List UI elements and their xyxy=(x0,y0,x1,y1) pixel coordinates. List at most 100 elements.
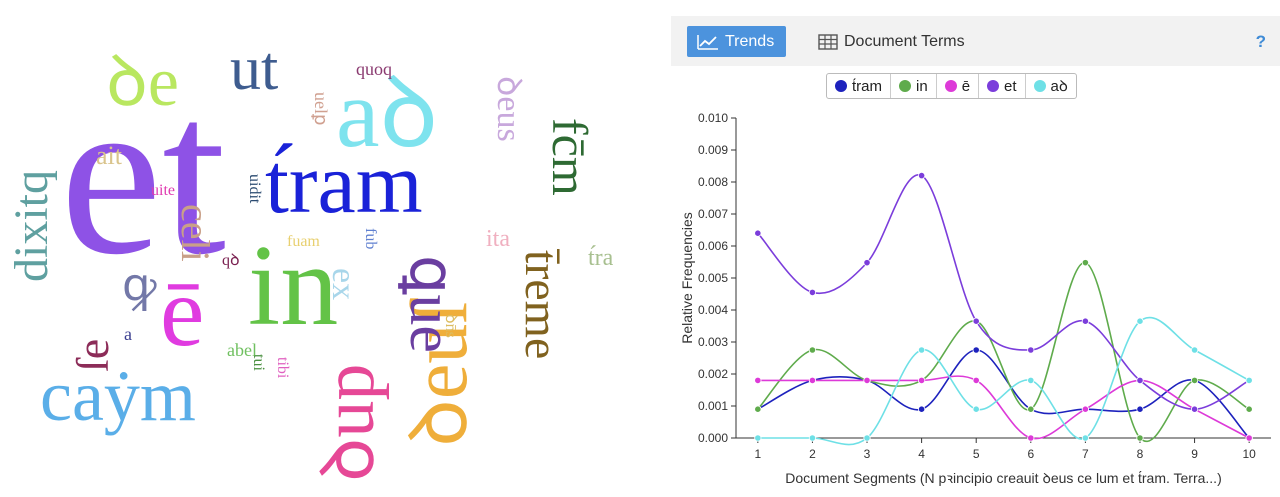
legend-label: aꝺ xyxy=(1050,78,1068,95)
x-tick-label: 3 xyxy=(864,447,871,461)
y-tick-label: 0.000 xyxy=(698,431,728,445)
y-tick-label: 0.006 xyxy=(698,239,728,253)
cloud-word[interactable]: ut xyxy=(230,35,279,103)
series-line xyxy=(757,349,1250,439)
data-point xyxy=(1136,376,1144,384)
line-chart-icon xyxy=(697,34,718,50)
data-point xyxy=(863,434,871,442)
cloud-word[interactable]: ait xyxy=(96,141,122,170)
cloud-word[interactable]: ita xyxy=(486,226,510,252)
data-point xyxy=(754,229,762,237)
cloud-word[interactable]: abel xyxy=(227,340,257,360)
data-point xyxy=(918,405,926,413)
tab-document-terms[interactable]: Document Terms xyxy=(818,26,965,57)
data-point xyxy=(1136,434,1144,442)
chart-legend: t́ram in ē et aꝺ xyxy=(826,73,1077,99)
cloud-word[interactable]: ꝺn̄s xyxy=(442,314,459,338)
cloud-word[interactable]: ē xyxy=(160,256,205,367)
x-axis-label: Document Segments (N pꝛincipio creauit ꝺ… xyxy=(785,470,1222,486)
cloud-word[interactable]: uelꝑ xyxy=(311,92,331,126)
cloud-word[interactable]: ꝺup xyxy=(308,363,390,482)
legend-swatch xyxy=(1033,80,1046,92)
cloud-word[interactable]: ꝺe xyxy=(106,44,179,121)
y-axis-label: Relative Frequencies xyxy=(679,212,695,344)
legend-label: ē xyxy=(961,77,971,95)
data-point xyxy=(972,346,980,354)
data-point xyxy=(1081,259,1089,267)
x-tick-label: 5 xyxy=(973,447,980,461)
legend-item[interactable]: aꝺ xyxy=(1026,74,1076,98)
legend-label: in xyxy=(916,77,928,95)
data-point xyxy=(1190,376,1199,384)
cloud-word[interactable]: a xyxy=(124,324,132,344)
cloud-word[interactable]: ꝺeus xyxy=(490,76,527,142)
tab-trends[interactable]: Trends xyxy=(687,26,787,57)
data-point xyxy=(808,434,817,442)
x-tick-label: 1 xyxy=(754,447,761,461)
cloud-word[interactable]: t́ra xyxy=(588,245,614,271)
cloud-word[interactable]: ꝙ xyxy=(122,259,157,310)
cloud-word[interactable]: et xyxy=(60,47,226,302)
cloud-word[interactable]: qꝺ xyxy=(222,252,240,269)
legend-swatch xyxy=(987,80,1000,92)
cloud-word[interactable]: ex xyxy=(325,268,362,301)
cloud-word[interactable]: quoq xyxy=(356,59,392,79)
cloud-word[interactable]: ſe xyxy=(67,338,118,372)
word-cloud: et t́ram in aꝺ ꝺe ut caẏm ē ꝺeuſ ꝗue t̄r… xyxy=(5,35,614,482)
cloud-word[interactable]: fub xyxy=(362,228,379,250)
cloud-word[interactable]: caẏm xyxy=(40,356,196,436)
tool-tab-bar: Trends Document Terms ? xyxy=(671,16,1280,66)
data-point xyxy=(972,376,980,384)
cloud-word[interactable]: fuam xyxy=(287,233,320,250)
cloud-word[interactable]: ꝗue xyxy=(397,255,465,353)
cloud-word[interactable]: celi xyxy=(173,204,218,262)
legend-item[interactable]: t́ram xyxy=(827,74,891,98)
data-point xyxy=(808,288,817,296)
y-tick-label: 0.004 xyxy=(698,303,728,317)
legend-label: t́ram xyxy=(852,77,882,95)
legend-label: et xyxy=(1004,77,1017,95)
series-line xyxy=(757,316,1250,446)
legend-swatch xyxy=(835,80,847,92)
data-point xyxy=(1027,376,1035,384)
cloud-word[interactable]: tibi xyxy=(274,357,291,379)
data-point xyxy=(1027,434,1035,442)
trend-chart: 0.000 0.001 0.002 0.003 0.004 0.005 0.006 0.007… xyxy=(679,111,1271,486)
data-point xyxy=(1081,317,1089,325)
data-point xyxy=(1136,317,1144,325)
data-point xyxy=(863,376,871,384)
legend-item[interactable]: in xyxy=(891,74,937,98)
y-tick-label: 0.007 xyxy=(698,207,728,221)
cloud-word[interactable]: aꝺ xyxy=(336,60,439,168)
cloud-word[interactable]: tui xyxy=(250,354,267,371)
data-point xyxy=(918,172,926,180)
data-point xyxy=(1190,346,1199,354)
cloud-word[interactable]: fc̄m xyxy=(542,118,598,196)
data-point xyxy=(754,376,762,384)
data-point xyxy=(918,376,926,384)
data-point xyxy=(754,405,762,413)
data-point xyxy=(918,346,926,354)
data-point xyxy=(808,346,817,354)
y-tick-label: 0.008 xyxy=(698,175,728,189)
data-point xyxy=(1081,434,1089,442)
legend-item[interactable]: et xyxy=(979,74,1026,98)
data-point xyxy=(1190,405,1199,413)
y-tick-label: 0.003 xyxy=(698,335,728,349)
help-button[interactable]: ? xyxy=(1255,32,1266,51)
tab-label: Document Terms xyxy=(844,32,965,50)
cloud-word[interactable]: uite xyxy=(151,182,175,199)
tab-label: Trends xyxy=(725,32,775,50)
cloud-word[interactable]: in xyxy=(248,222,339,350)
cloud-word[interactable]: t́ram xyxy=(265,135,423,231)
data-point xyxy=(863,259,871,267)
cloud-word[interactable]: dixitq xyxy=(5,169,58,282)
cloud-word[interactable]: t̄reme xyxy=(515,250,568,360)
series-line xyxy=(757,174,1250,411)
trends-panel: Trends Document Terms ? t́ram in ē et aꝺ… xyxy=(671,0,1280,497)
cloud-word[interactable]: uidit xyxy=(246,174,263,204)
data-point xyxy=(1027,346,1035,354)
data-point xyxy=(808,376,817,384)
data-point xyxy=(1136,405,1144,413)
legend-item[interactable]: ē xyxy=(937,74,980,98)
